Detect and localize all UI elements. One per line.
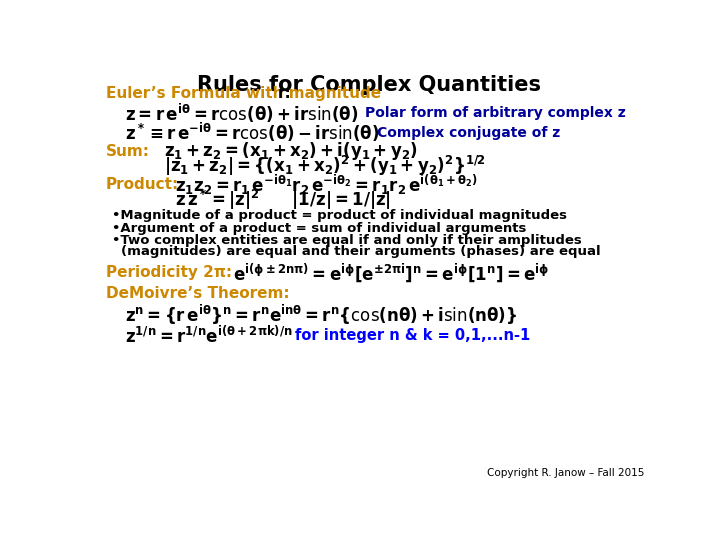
Text: (magnitudes) are equal and their arguments (phases) are equal: (magnitudes) are equal and their argumen… — [121, 245, 600, 259]
Text: Product:: Product: — [106, 178, 179, 192]
Text: DeMoivre’s Theorem:: DeMoivre’s Theorem: — [106, 286, 289, 301]
Text: Copyright R. Janow – Fall 2015: Copyright R. Janow – Fall 2015 — [487, 468, 644, 478]
Text: $\mathbf{z^n=\{r\,e^{i\theta}\}^n=r^n e^{in\theta}=r^n\{\cos(n\theta)+i\sin(n\th: $\mathbf{z^n=\{r\,e^{i\theta}\}^n=r^n e^… — [125, 303, 517, 327]
Text: r:: r: — [277, 86, 292, 101]
Text: •Two complex entities are equal if and only if their amplitudes: •Two complex entities are equal if and o… — [112, 234, 582, 247]
Text: $\mathbf{e^{i(\phi\pm 2n\pi)}=e^{i\phi}[e^{\pm 2\pi i}]^n=e^{i\phi}[1^n]=e^{i\ph: $\mathbf{e^{i(\phi\pm 2n\pi)}=e^{i\phi}[… — [233, 261, 549, 284]
Text: Sum:: Sum: — [106, 144, 150, 159]
Text: •Magnitude of a product = product of individual magnitudes: •Magnitude of a product = product of ind… — [112, 209, 567, 222]
Text: $\mathbf{|z_1+z_2|=\{(x_1+x_2)^2+(y_1+y_2)^2\}^{1/2}}$: $\mathbf{|z_1+z_2|=\{(x_1+x_2)^2+(y_1+y_… — [163, 154, 485, 179]
Text: •Argument of a product = sum of individual arguments: •Argument of a product = sum of individu… — [112, 221, 526, 234]
Text: Complex conjugate of z: Complex conjugate of z — [377, 126, 560, 139]
Text: $\mathbf{z_1+z_2=(x_1+x_2)+i(y_1+y_2)}$: $\mathbf{z_1+z_2=(x_1+x_2)+i(y_1+y_2)}$ — [163, 140, 418, 162]
Text: $\mathbf{z^*\equiv r\,e^{-i\theta} = r\cos(\theta)-ir\sin(\theta)}$: $\mathbf{z^*\equiv r\,e^{-i\theta} = r\c… — [125, 121, 379, 144]
Text: Rules for Complex Quantities: Rules for Complex Quantities — [197, 75, 541, 95]
Text: Periodicity 2π:: Periodicity 2π: — [106, 265, 232, 280]
Text: $\mathbf{z\,z^*=|z|^2\qquad|1/z|=1/|z|}$: $\mathbf{z\,z^*=|z|^2\qquad|1/z|=1/|z|}$ — [175, 188, 391, 212]
Text: Polar form of arbitrary complex z: Polar form of arbitrary complex z — [365, 106, 626, 120]
Text: $\mathbf{z_1z_2=r_1\,e^{-i\theta_1}r_2\,e^{-i\theta_2}=r_1r_2\,e^{i(\theta_1+\th: $\mathbf{z_1z_2=r_1\,e^{-i\theta_1}r_2\,… — [175, 173, 478, 197]
Text: $\mathbf{z = r\,e^{i\theta} = r\cos(\theta)+ir\sin(\theta)}$: $\mathbf{z = r\,e^{i\theta} = r\cos(\the… — [125, 102, 359, 125]
Text: Euler’s Formula with magnitude: Euler’s Formula with magnitude — [106, 86, 386, 101]
Text: $\mathbf{z^{1/n}=r^{1/n}e^{i(\theta+2\pi k)/n}}$: $\mathbf{z^{1/n}=r^{1/n}e^{i(\theta+2\pi… — [125, 325, 293, 347]
Text: for integer n & k = 0,1,...n-1: for integer n & k = 0,1,...n-1 — [295, 328, 531, 343]
